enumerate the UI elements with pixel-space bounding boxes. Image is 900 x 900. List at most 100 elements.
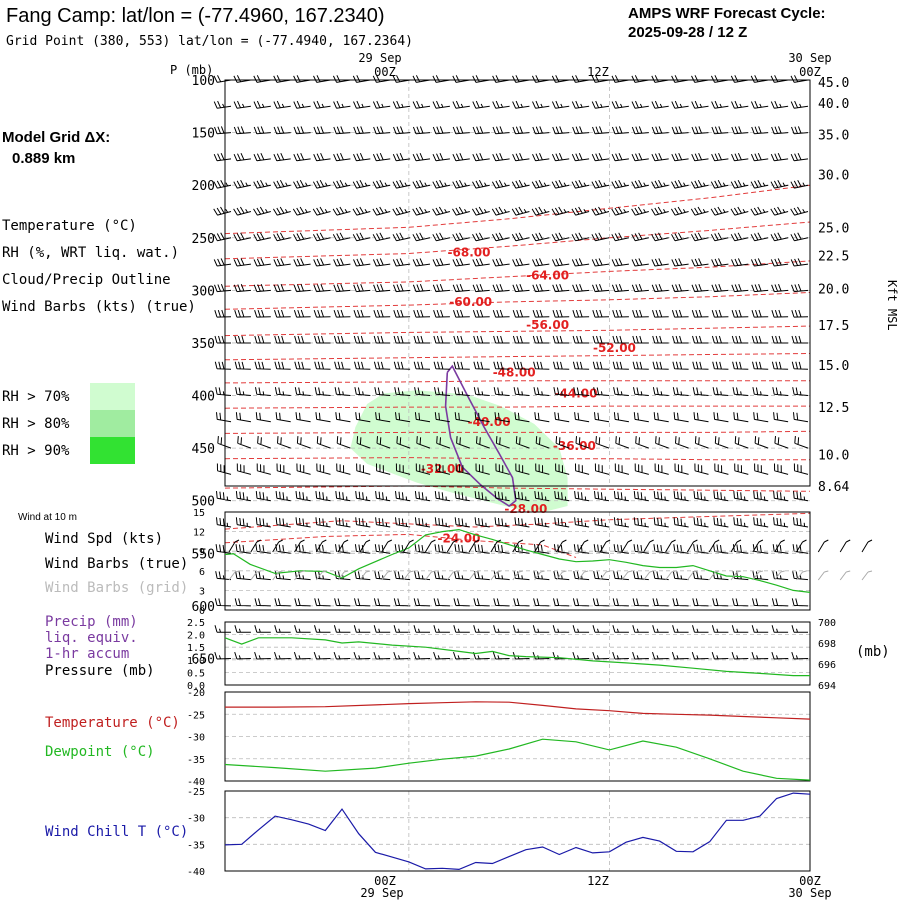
isotherm-line bbox=[224, 221, 811, 260]
legend-temperature: Temperature (°C) bbox=[2, 218, 137, 234]
wind-barb-row bbox=[215, 387, 809, 396]
wind-barbs-grid-label: Wind Barbs (grid) bbox=[45, 580, 188, 596]
windchill-tick-label: -40 bbox=[187, 867, 205, 878]
forecast-cycle-label: AMPS WRF Forecast Cycle: bbox=[628, 5, 826, 22]
isotherm-line bbox=[224, 380, 810, 384]
pressure-tick-label: 550 bbox=[192, 547, 215, 562]
legend-wind: Wind Barbs (kts) (true) bbox=[2, 299, 196, 315]
windchill-panel-frame bbox=[224, 790, 811, 872]
wind-barb-row bbox=[215, 544, 809, 554]
isotherm-line bbox=[224, 292, 811, 310]
pressure-tick-label: 100 bbox=[192, 74, 215, 89]
pressure-tick-label: 300 bbox=[192, 284, 215, 299]
wind-barb-row bbox=[213, 75, 809, 83]
wind-speed-label: Wind Spd (kts) bbox=[45, 531, 163, 547]
isotherm-label: -44.00 bbox=[555, 386, 598, 400]
time-tick-bottom-0: 00Z bbox=[374, 874, 396, 888]
wind-tick-label: 6 bbox=[199, 567, 205, 578]
precip-label: Precip (mm) bbox=[45, 614, 138, 630]
wind-panel-title: Wind at 10 m bbox=[18, 512, 77, 523]
time-tick-bottom-2: 00Z bbox=[799, 874, 821, 888]
temp-tick-label: -35 bbox=[187, 755, 205, 766]
wind-barb-row bbox=[213, 258, 809, 267]
wind-barb-row bbox=[217, 436, 809, 449]
grid-point-label: Grid Point (380, 553) lat/lon = (-77.494… bbox=[6, 34, 413, 49]
wind-barb-row bbox=[214, 625, 808, 633]
date-bottom-right: 30 Sep bbox=[788, 886, 831, 900]
height-tick-label: 22.5 bbox=[818, 250, 849, 265]
time-tick-top-2: 00Z bbox=[799, 65, 821, 79]
surface-wind-barbs-true bbox=[228, 539, 873, 553]
wind-barb-row bbox=[214, 335, 808, 344]
height-tick-label: 12.5 bbox=[818, 401, 849, 416]
precip-tick-label: 1.5 bbox=[187, 643, 205, 654]
wind-tick-label: 15 bbox=[193, 508, 205, 519]
wind-barb-row bbox=[214, 309, 809, 318]
legend-rh90-label: RH > 90% bbox=[2, 443, 70, 459]
isotherm-label: -56.00 bbox=[526, 318, 569, 332]
wind-barb-row bbox=[213, 206, 809, 216]
isotherm-line bbox=[224, 325, 811, 337]
model-grid-value: 0.889 km bbox=[12, 150, 75, 167]
height-tick-label: 15.0 bbox=[818, 359, 849, 374]
isotherm-line bbox=[224, 457, 810, 461]
temp-tick-label: -30 bbox=[187, 733, 205, 744]
wind-speed-line bbox=[224, 528, 811, 593]
time-tick-top-1: 12Z bbox=[587, 65, 609, 79]
legend-rh70-swatch bbox=[90, 383, 135, 410]
wind-tick-label: 9 bbox=[199, 547, 205, 558]
precip-tick-label: 0.0 bbox=[187, 681, 205, 692]
height-tick-label: 25.0 bbox=[818, 221, 849, 236]
pressure-unit-label: (mb) bbox=[856, 644, 890, 660]
wind-barb-row bbox=[216, 517, 809, 528]
precip-panel-frame bbox=[224, 621, 811, 686]
wind-chill-line bbox=[224, 792, 811, 871]
pressure-tick-label: 600 bbox=[192, 600, 215, 615]
wind-barb-row bbox=[214, 361, 809, 370]
wind-barb-row bbox=[213, 152, 809, 162]
legend-rh90-swatch bbox=[90, 437, 135, 464]
pressure-tick-label: 150 bbox=[192, 127, 215, 142]
isotherm-line bbox=[224, 184, 811, 235]
date-bottom-left: 29 Sep bbox=[360, 886, 403, 900]
isotherm-label: -64.00 bbox=[526, 269, 569, 283]
isotherm-line bbox=[224, 430, 811, 434]
station-pressure-line bbox=[224, 637, 810, 677]
wind-barb-row bbox=[214, 598, 809, 607]
date-top-left: 29 Sep bbox=[358, 51, 401, 65]
pressure-tick-label: 350 bbox=[192, 337, 215, 352]
temp-tick-label: -40 bbox=[187, 777, 205, 788]
cloud-outline bbox=[444, 364, 517, 507]
wind-barb-row bbox=[214, 126, 809, 135]
pressure-tick-label: 250 bbox=[192, 232, 215, 247]
pressure-right-tick-label: 700 bbox=[818, 618, 836, 629]
time-tick-top-0: 00Z bbox=[374, 65, 396, 79]
precip-tick-label: 2.5 bbox=[187, 618, 205, 629]
height-tick-label: 45.0 bbox=[818, 76, 849, 91]
station-title: Fang Camp: lat/lon = (-77.4960, 167.2340… bbox=[6, 5, 385, 27]
precip-tick-label: 1.0 bbox=[187, 656, 205, 667]
windchill-tick-label: -30 bbox=[187, 814, 205, 825]
wind-barbs-true-label: Wind Barbs (true) bbox=[45, 556, 188, 572]
isotherm-line bbox=[224, 260, 811, 287]
precip-label-3: 1-hr accum bbox=[45, 646, 129, 662]
pressure-tick-label: 500 bbox=[192, 495, 215, 510]
dewpoint-line bbox=[224, 738, 811, 781]
isotherm-label: -36.00 bbox=[553, 439, 596, 453]
isotherm-line bbox=[224, 512, 811, 530]
surface-wind-barbs-grid bbox=[228, 570, 873, 581]
temperature-line bbox=[225, 701, 811, 720]
wind-barb-row bbox=[215, 571, 809, 581]
precip-label-2: liq. equiv. bbox=[45, 630, 138, 646]
windchill-tick-label: -25 bbox=[187, 787, 205, 798]
wind-tick-label: 3 bbox=[199, 586, 205, 597]
isotherm-label: -28.00 bbox=[504, 502, 547, 516]
legend-cloud: Cloud/Precip Outline bbox=[2, 272, 171, 288]
isotherm-line bbox=[224, 353, 811, 361]
height-tick-label: 8.64 bbox=[818, 480, 849, 495]
pressure-right-tick-label: 694 bbox=[818, 681, 836, 692]
height-tick-label: 17.5 bbox=[818, 319, 849, 334]
pressure-right-tick-label: 698 bbox=[818, 639, 836, 650]
legend-rh70-label: RH > 70% bbox=[2, 389, 70, 405]
